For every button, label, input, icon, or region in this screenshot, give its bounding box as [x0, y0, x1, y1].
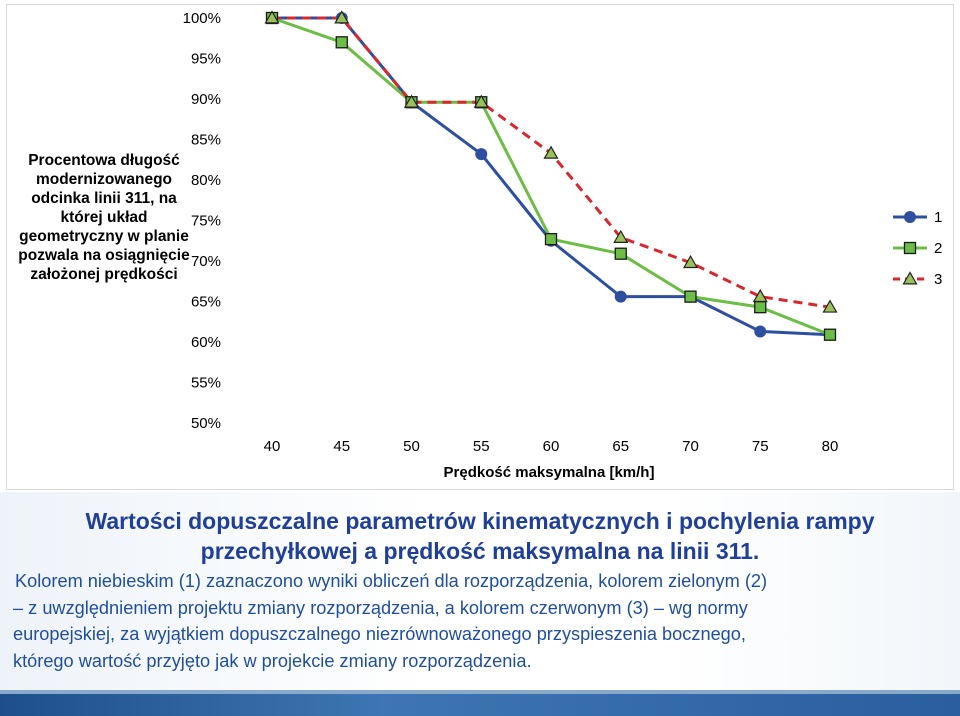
data-point: [334, 10, 350, 24]
data-point: [473, 94, 489, 108]
data-point: [822, 299, 838, 313]
data-point: [614, 247, 627, 260]
y-axis-title-line: modernizowanego: [35, 171, 173, 188]
data-point: [543, 145, 559, 159]
legend-item: 3: [893, 271, 942, 288]
body-line: którego wartość przyjęto jak w projekcie…: [13, 650, 532, 671]
series-3-markers: [264, 10, 838, 313]
line-chart: 50% 55% 60% 65% 70% 75% 80% 85% 90% 95% 100% 40 45 5…: [183, 10, 943, 481]
slide-body-text: Kolorem niebieskim (1) zaznaczono wyniki…: [13, 568, 953, 674]
series-2: [271, 16, 831, 337]
x-tick-label: 45: [333, 438, 350, 455]
series-1: [272, 16, 831, 337]
legend-item: 1: [893, 209, 942, 226]
body-line: Kolorem niebieskim (1) zaznaczono wyniki…: [15, 571, 768, 591]
x-tick-label: 60: [543, 438, 560, 455]
series-line: [272, 16, 831, 337]
chart-panel: 50% 55% 60% 65% 70% 75% 80% 85% 90% 95% 100% 40 45 5…: [6, 4, 954, 490]
y-tick-label: 60%: [191, 334, 221, 351]
y-axis-title-line: Procentowa długość: [28, 152, 180, 169]
y-axis-ticks: 50% 55% 60% 65% 70% 75% 80% 85% 90% 95% 100%: [183, 10, 221, 432]
legend-item: 2: [893, 240, 942, 257]
y-tick-label: 70%: [191, 253, 221, 270]
x-tick-label: 40: [264, 438, 281, 455]
series-line: [272, 16, 831, 309]
series-3: [272, 16, 831, 309]
x-tick-label: 55: [473, 438, 490, 455]
data-point: [682, 254, 699, 269]
series-2-markers: [265, 11, 837, 341]
x-tick-label: 70: [682, 438, 699, 455]
y-tick-label: 75%: [191, 213, 221, 230]
y-axis-title-line: odcinka linii 311, na: [31, 190, 177, 207]
y-axis-title-line: pozwala na osiągnięcie: [18, 247, 190, 264]
legend-marker: [902, 271, 918, 285]
legend-marker: [903, 241, 917, 255]
series-line: [271, 16, 831, 337]
x-axis-ticks: 40 45 50 55 60 65 70 75 80: [264, 438, 839, 455]
data-point: [752, 288, 768, 303]
data-point: [403, 94, 420, 108]
y-tick-label: 80%: [191, 172, 221, 189]
x-axis-title: Prędkość maksymalna [km/h]: [444, 464, 655, 481]
bottom-decorative-bar: [0, 690, 960, 716]
y-tick-label: 95%: [191, 51, 221, 68]
y-tick-label: 90%: [191, 91, 221, 108]
series-1-markers: [266, 12, 836, 341]
slide-title-line: przechyłkowej a prędkość maksymalna na l…: [200, 538, 760, 564]
slide-title-line: Wartości dopuszczalne parametrów kinemat…: [85, 508, 875, 534]
legend: 1 2 3: [893, 209, 942, 288]
y-tick-label: 100%: [183, 10, 221, 27]
data-point: [335, 36, 348, 49]
y-tick-label: 85%: [191, 132, 221, 149]
y-tick-label: 65%: [191, 294, 221, 311]
data-point: [684, 290, 697, 303]
body-line: europejskiej, za wyjątkiem dopuszczalneg…: [13, 624, 746, 644]
data-point: [754, 301, 767, 314]
x-tick-label: 65: [612, 438, 629, 455]
slide-title: Wartości dopuszczalne parametrów kinemat…: [0, 506, 960, 566]
y-axis-title: Procentowa długość modernizowanego odcin…: [17, 151, 191, 284]
y-tick-label: 50%: [191, 415, 221, 432]
data-point: [544, 232, 558, 246]
y-axis-title-line: geometryczny w planie: [19, 228, 189, 245]
data-point: [614, 290, 627, 303]
data-point: [823, 328, 837, 341]
bottom-bar-highlight: [0, 690, 960, 694]
data-point: [613, 229, 629, 243]
y-tick-label: 55%: [191, 375, 221, 392]
legend-label: 1: [934, 209, 942, 226]
x-tick-label: 75: [752, 438, 769, 455]
legend-label: 3: [934, 271, 942, 288]
series-group: [264, 10, 838, 341]
data-point: [475, 148, 488, 161]
y-axis-title-line: której układ: [60, 209, 148, 226]
legend-label: 2: [934, 240, 942, 257]
x-tick-label: 80: [822, 438, 839, 455]
data-point: [754, 325, 767, 338]
data-point: [264, 10, 280, 24]
y-axis-title-line: założonej prędkości: [30, 266, 178, 283]
x-tick-label: 50: [403, 438, 420, 455]
body-line: – z uwzględnieniem projektu zmiany rozpo…: [13, 597, 748, 618]
text-panel-background: [0, 492, 960, 716]
legend-marker: [904, 211, 916, 223]
